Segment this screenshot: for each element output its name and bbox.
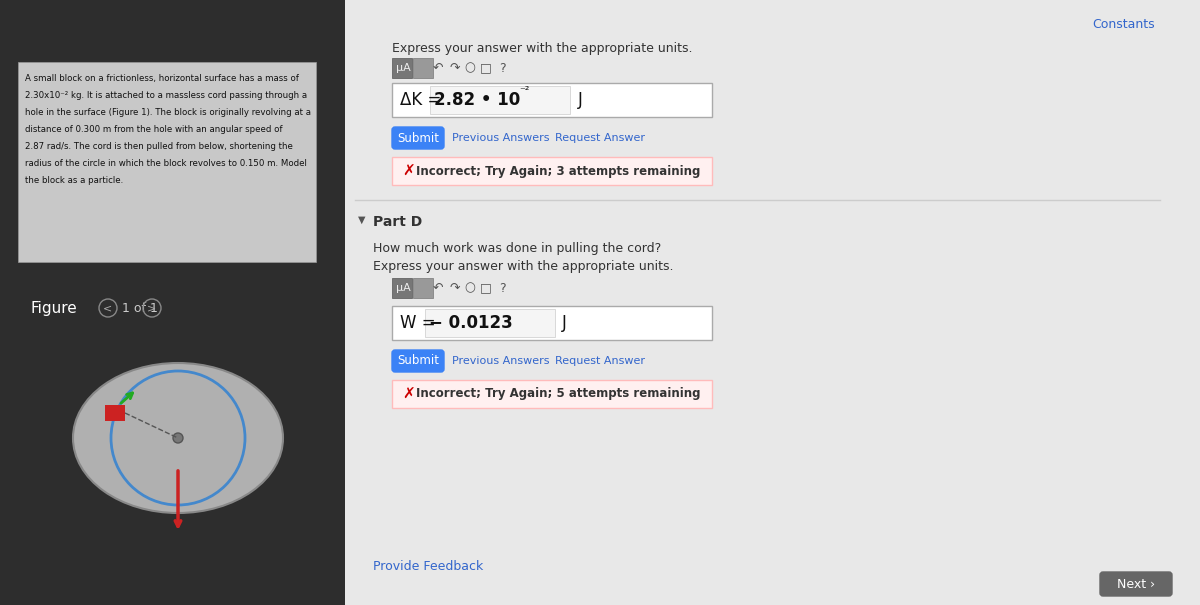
Text: the block as a particle.: the block as a particle. xyxy=(25,176,124,185)
FancyBboxPatch shape xyxy=(413,58,433,78)
FancyBboxPatch shape xyxy=(430,86,570,114)
Text: ↷: ↷ xyxy=(450,62,461,74)
FancyBboxPatch shape xyxy=(346,0,1200,605)
FancyBboxPatch shape xyxy=(392,306,712,340)
FancyBboxPatch shape xyxy=(392,127,444,149)
Text: Previous Answers: Previous Answers xyxy=(452,133,550,143)
Ellipse shape xyxy=(73,363,283,513)
FancyBboxPatch shape xyxy=(0,0,346,605)
Text: Constants: Constants xyxy=(1092,18,1154,31)
Text: 2.30x10⁻² kg. It is attached to a massless cord passing through a: 2.30x10⁻² kg. It is attached to a massle… xyxy=(25,91,307,100)
FancyBboxPatch shape xyxy=(392,83,712,117)
Text: μA: μA xyxy=(396,283,410,293)
Text: Incorrect; Try Again; 5 attempts remaining: Incorrect; Try Again; 5 attempts remaini… xyxy=(416,387,701,401)
FancyBboxPatch shape xyxy=(18,62,316,262)
Text: 1 of 1: 1 of 1 xyxy=(122,301,158,315)
Text: ✗: ✗ xyxy=(402,163,415,178)
Text: Request Answer: Request Answer xyxy=(554,133,646,143)
Circle shape xyxy=(173,433,182,443)
FancyBboxPatch shape xyxy=(392,350,444,372)
Text: ○: ○ xyxy=(464,281,475,295)
Text: >: > xyxy=(148,303,157,313)
Text: J: J xyxy=(578,91,583,109)
Text: radius of the circle in which the block revolves to 0.150 m. Model: radius of the circle in which the block … xyxy=(25,159,307,168)
Text: Submit: Submit xyxy=(397,355,439,367)
Text: ?: ? xyxy=(499,281,505,295)
Text: W =: W = xyxy=(400,314,436,332)
Text: Next ›: Next › xyxy=(1117,578,1156,590)
Text: ▼: ▼ xyxy=(358,215,366,225)
FancyBboxPatch shape xyxy=(425,309,554,337)
Text: ?: ? xyxy=(499,62,505,74)
Text: Submit: Submit xyxy=(397,131,439,145)
FancyBboxPatch shape xyxy=(392,58,412,78)
Text: □: □ xyxy=(480,281,492,295)
Text: <: < xyxy=(103,303,113,313)
FancyBboxPatch shape xyxy=(392,380,712,408)
Text: Previous Answers: Previous Answers xyxy=(452,356,550,366)
Text: How much work was done in pulling the cord?: How much work was done in pulling the co… xyxy=(373,242,661,255)
Text: A small block on a frictionless, horizontal surface has a mass of: A small block on a frictionless, horizon… xyxy=(25,74,299,83)
FancyBboxPatch shape xyxy=(392,278,412,298)
Text: Incorrect; Try Again; 3 attempts remaining: Incorrect; Try Again; 3 attempts remaini… xyxy=(416,165,701,177)
Text: Express your answer with the appropriate units.: Express your answer with the appropriate… xyxy=(392,42,692,55)
Text: ↶: ↶ xyxy=(433,281,443,295)
Text: ○: ○ xyxy=(464,62,475,74)
Text: □: □ xyxy=(480,62,492,74)
FancyBboxPatch shape xyxy=(1100,572,1172,596)
Text: 2.87 rad/s. The cord is then pulled from below, shortening the: 2.87 rad/s. The cord is then pulled from… xyxy=(25,142,293,151)
Text: − 0.0123: − 0.0123 xyxy=(430,314,512,332)
Text: ✗: ✗ xyxy=(402,387,415,402)
FancyBboxPatch shape xyxy=(106,405,125,421)
Text: hole in the surface (Figure 1). The block is originally revolving at a: hole in the surface (Figure 1). The bloc… xyxy=(25,108,311,117)
Text: distance of 0.300 m from the hole with an angular speed of: distance of 0.300 m from the hole with a… xyxy=(25,125,282,134)
Text: Provide Feedback: Provide Feedback xyxy=(373,560,484,573)
Text: 2.82 • 10: 2.82 • 10 xyxy=(434,91,521,109)
Text: Request Answer: Request Answer xyxy=(554,356,646,366)
Text: Figure: Figure xyxy=(30,301,77,315)
FancyBboxPatch shape xyxy=(413,278,433,298)
Text: ↶: ↶ xyxy=(433,62,443,74)
Text: ↷: ↷ xyxy=(450,281,461,295)
Text: Express your answer with the appropriate units.: Express your answer with the appropriate… xyxy=(373,260,673,273)
Text: μA: μA xyxy=(396,63,410,73)
Text: ⁻²: ⁻² xyxy=(520,86,529,96)
Text: Part D: Part D xyxy=(373,215,422,229)
FancyBboxPatch shape xyxy=(392,157,712,185)
Text: ΔK =: ΔK = xyxy=(400,91,442,109)
Text: J: J xyxy=(562,314,566,332)
